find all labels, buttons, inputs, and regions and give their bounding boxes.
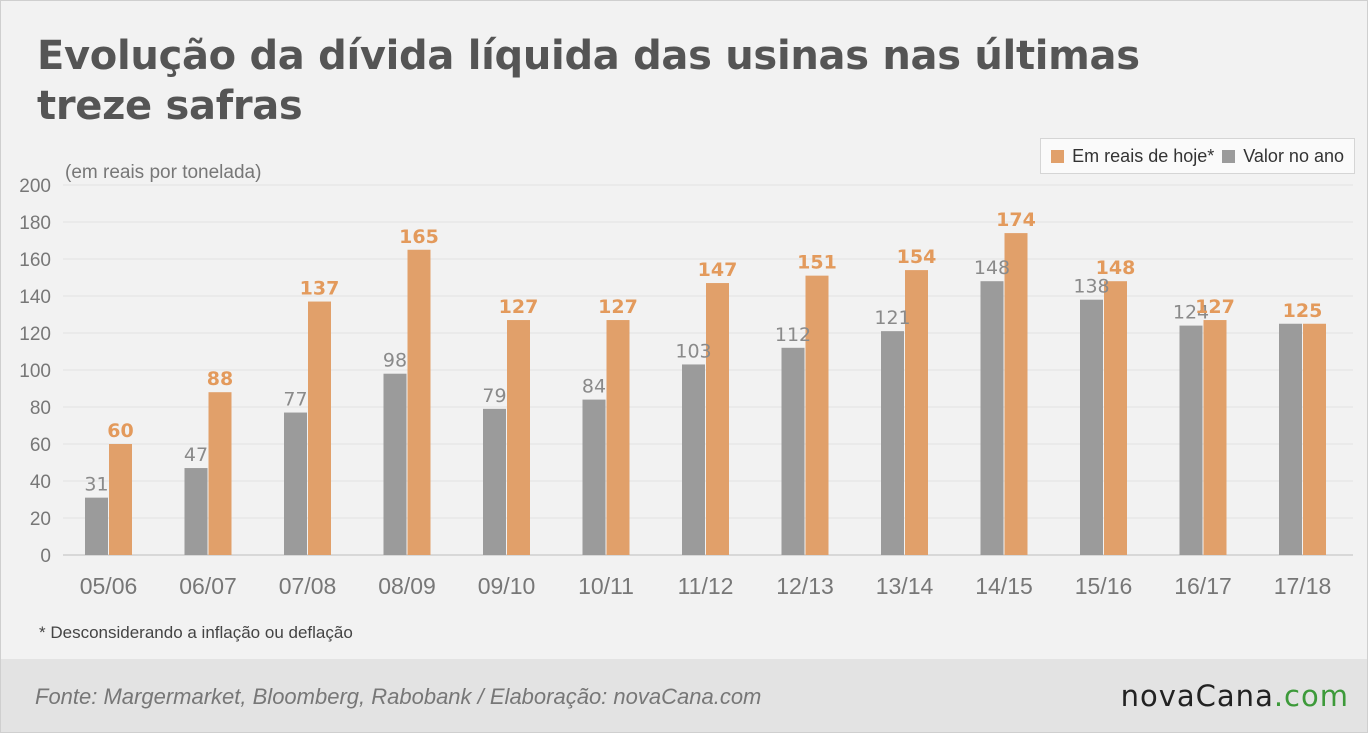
bar-em-reais-de-hoje bbox=[805, 275, 829, 555]
y-tick-label: 120 bbox=[19, 324, 51, 345]
data-label-valor-no-ano: 31 bbox=[84, 474, 108, 496]
legend-swatch-gray bbox=[1222, 149, 1236, 163]
novacana-logo: novaCana.com bbox=[1121, 679, 1349, 713]
data-label-valor-no-ano: 103 bbox=[675, 340, 711, 362]
data-label-em-reais-de-hoje: 88 bbox=[207, 368, 233, 390]
bar-em-reais-de-hoje bbox=[1203, 320, 1227, 555]
legend-item-gray: Valor no ano bbox=[1222, 146, 1344, 167]
x-tick-label: 15/16 bbox=[1075, 573, 1133, 599]
logo-brand: novaCana bbox=[1120, 679, 1274, 713]
source-text: Fonte: Margermarket, Bloomberg, Rabobank… bbox=[35, 684, 762, 709]
bar-valor-no-ano bbox=[781, 347, 805, 555]
bar-chart: 0 20 40 60 80 100 120 140 160 180 200 (em reais por… bbox=[19, 162, 1353, 599]
bar-valor-no-ano bbox=[483, 408, 506, 555]
bar-valor-no-ano bbox=[1080, 299, 1103, 555]
data-label-em-reais-de-hoje: 127 bbox=[499, 296, 539, 318]
x-tick-label: 09/10 bbox=[478, 573, 536, 599]
data-label-valor-no-ano: 47 bbox=[184, 444, 208, 466]
y-tick-label: 180 bbox=[19, 213, 51, 234]
y-tick-label: 0 bbox=[40, 546, 51, 567]
data-label-em-reais-de-hoje: 154 bbox=[897, 246, 937, 268]
y-tick-label: 60 bbox=[30, 435, 51, 456]
legend-item-orange: Em reais de hoje* bbox=[1051, 146, 1214, 167]
data-label-valor-no-ano: 84 bbox=[582, 376, 606, 398]
bar-em-reais-de-hoje bbox=[1004, 233, 1028, 555]
data-label-em-reais-de-hoje: 174 bbox=[996, 209, 1036, 231]
bar-valor-no-ano bbox=[980, 281, 1004, 555]
bar-em-reais-de-hoje bbox=[109, 444, 132, 555]
bar-valor-no-ano bbox=[582, 399, 606, 555]
data-label-em-reais-de-hoje: 60 bbox=[107, 420, 133, 442]
x-tick-label: 10/11 bbox=[578, 573, 634, 599]
y-tick-label: 40 bbox=[30, 472, 51, 493]
bar-valor-no-ano bbox=[682, 364, 705, 555]
x-tick-label: 12/13 bbox=[776, 573, 834, 599]
legend: Em reais de hoje* Valor no ano bbox=[1040, 138, 1355, 174]
data-label-em-reais-de-hoje: 151 bbox=[797, 252, 837, 274]
footnote: * Desconsiderando a inflação ou deflação bbox=[39, 623, 353, 642]
y-axis-label: (em reais por tonelada) bbox=[65, 162, 261, 183]
bar-valor-no-ano bbox=[1279, 323, 1302, 555]
bar-valor-no-ano bbox=[1179, 325, 1203, 555]
bar-em-reais-de-hoje bbox=[1303, 323, 1326, 555]
x-tick-label: 07/08 bbox=[279, 573, 337, 599]
bar-em-reais-de-hoje bbox=[606, 320, 630, 555]
x-tick-label: 13/14 bbox=[876, 573, 934, 599]
bar-em-reais-de-hoje bbox=[1104, 281, 1127, 555]
data-label-valor-no-ano: 77 bbox=[283, 389, 307, 411]
bar-em-reais-de-hoje bbox=[507, 320, 530, 555]
data-label-valor-no-ano: 121 bbox=[874, 307, 910, 329]
bar-em-reais-de-hoje bbox=[407, 249, 431, 555]
bar-valor-no-ano bbox=[85, 497, 108, 555]
y-tick-label: 140 bbox=[19, 287, 51, 308]
bar-em-reais-de-hoje bbox=[706, 283, 729, 555]
x-tick-label: 08/09 bbox=[378, 573, 436, 599]
legend-swatch-orange bbox=[1051, 149, 1065, 163]
data-label-valor-no-ano: 148 bbox=[974, 257, 1010, 279]
data-label-valor-no-ano: 124 bbox=[1173, 302, 1209, 324]
data-label-valor-no-ano: 138 bbox=[1073, 276, 1109, 298]
data-label-em-reais-de-hoje: 148 bbox=[1096, 257, 1136, 279]
data-label-em-reais-de-hoje: 127 bbox=[598, 296, 638, 318]
data-label-em-reais-de-hoje: 127 bbox=[1195, 296, 1235, 318]
data-label-valor-no-ano: 79 bbox=[482, 385, 506, 407]
y-tick-label: 20 bbox=[30, 509, 51, 530]
x-tick-label: 16/17 bbox=[1174, 573, 1232, 599]
y-tick-label: 200 bbox=[19, 176, 51, 197]
bar-em-reais-de-hoje bbox=[905, 270, 928, 555]
y-tick-label: 160 bbox=[19, 250, 51, 271]
footer: Fonte: Margermarket, Bloomberg, Rabobank… bbox=[1, 659, 1367, 732]
logo-suffix: .com bbox=[1273, 679, 1349, 713]
legend-label-orange: Em reais de hoje* bbox=[1072, 145, 1215, 166]
data-label-em-reais-de-hoje: 137 bbox=[300, 278, 340, 300]
x-tick-label: 05/06 bbox=[80, 573, 138, 599]
bar-valor-no-ano bbox=[284, 412, 307, 555]
x-tick-label: 06/07 bbox=[179, 573, 237, 599]
data-label-valor-no-ano: 112 bbox=[775, 324, 811, 346]
bar-valor-no-ano bbox=[184, 468, 208, 555]
data-label-em-reais-de-hoje: 165 bbox=[399, 226, 439, 248]
y-tick-label: 100 bbox=[19, 361, 51, 382]
data-label-shared: 125 bbox=[1283, 300, 1323, 322]
y-tick-label: 80 bbox=[30, 398, 51, 419]
legend-label-gray: Valor no ano bbox=[1243, 145, 1344, 166]
bar-valor-no-ano bbox=[383, 373, 407, 555]
bar-valor-no-ano bbox=[881, 331, 904, 555]
bar-em-reais-de-hoje bbox=[308, 301, 331, 555]
x-tick-label: 17/18 bbox=[1274, 573, 1332, 599]
chart-title: Evolução da dívida líquida das usinas na… bbox=[37, 33, 1140, 129]
x-tick-label: 14/15 bbox=[975, 573, 1033, 599]
data-label-valor-no-ano: 98 bbox=[383, 350, 407, 372]
x-tick-label: 11/12 bbox=[678, 573, 734, 599]
data-label-em-reais-de-hoje: 147 bbox=[698, 259, 738, 281]
bar-em-reais-de-hoje bbox=[208, 392, 232, 555]
